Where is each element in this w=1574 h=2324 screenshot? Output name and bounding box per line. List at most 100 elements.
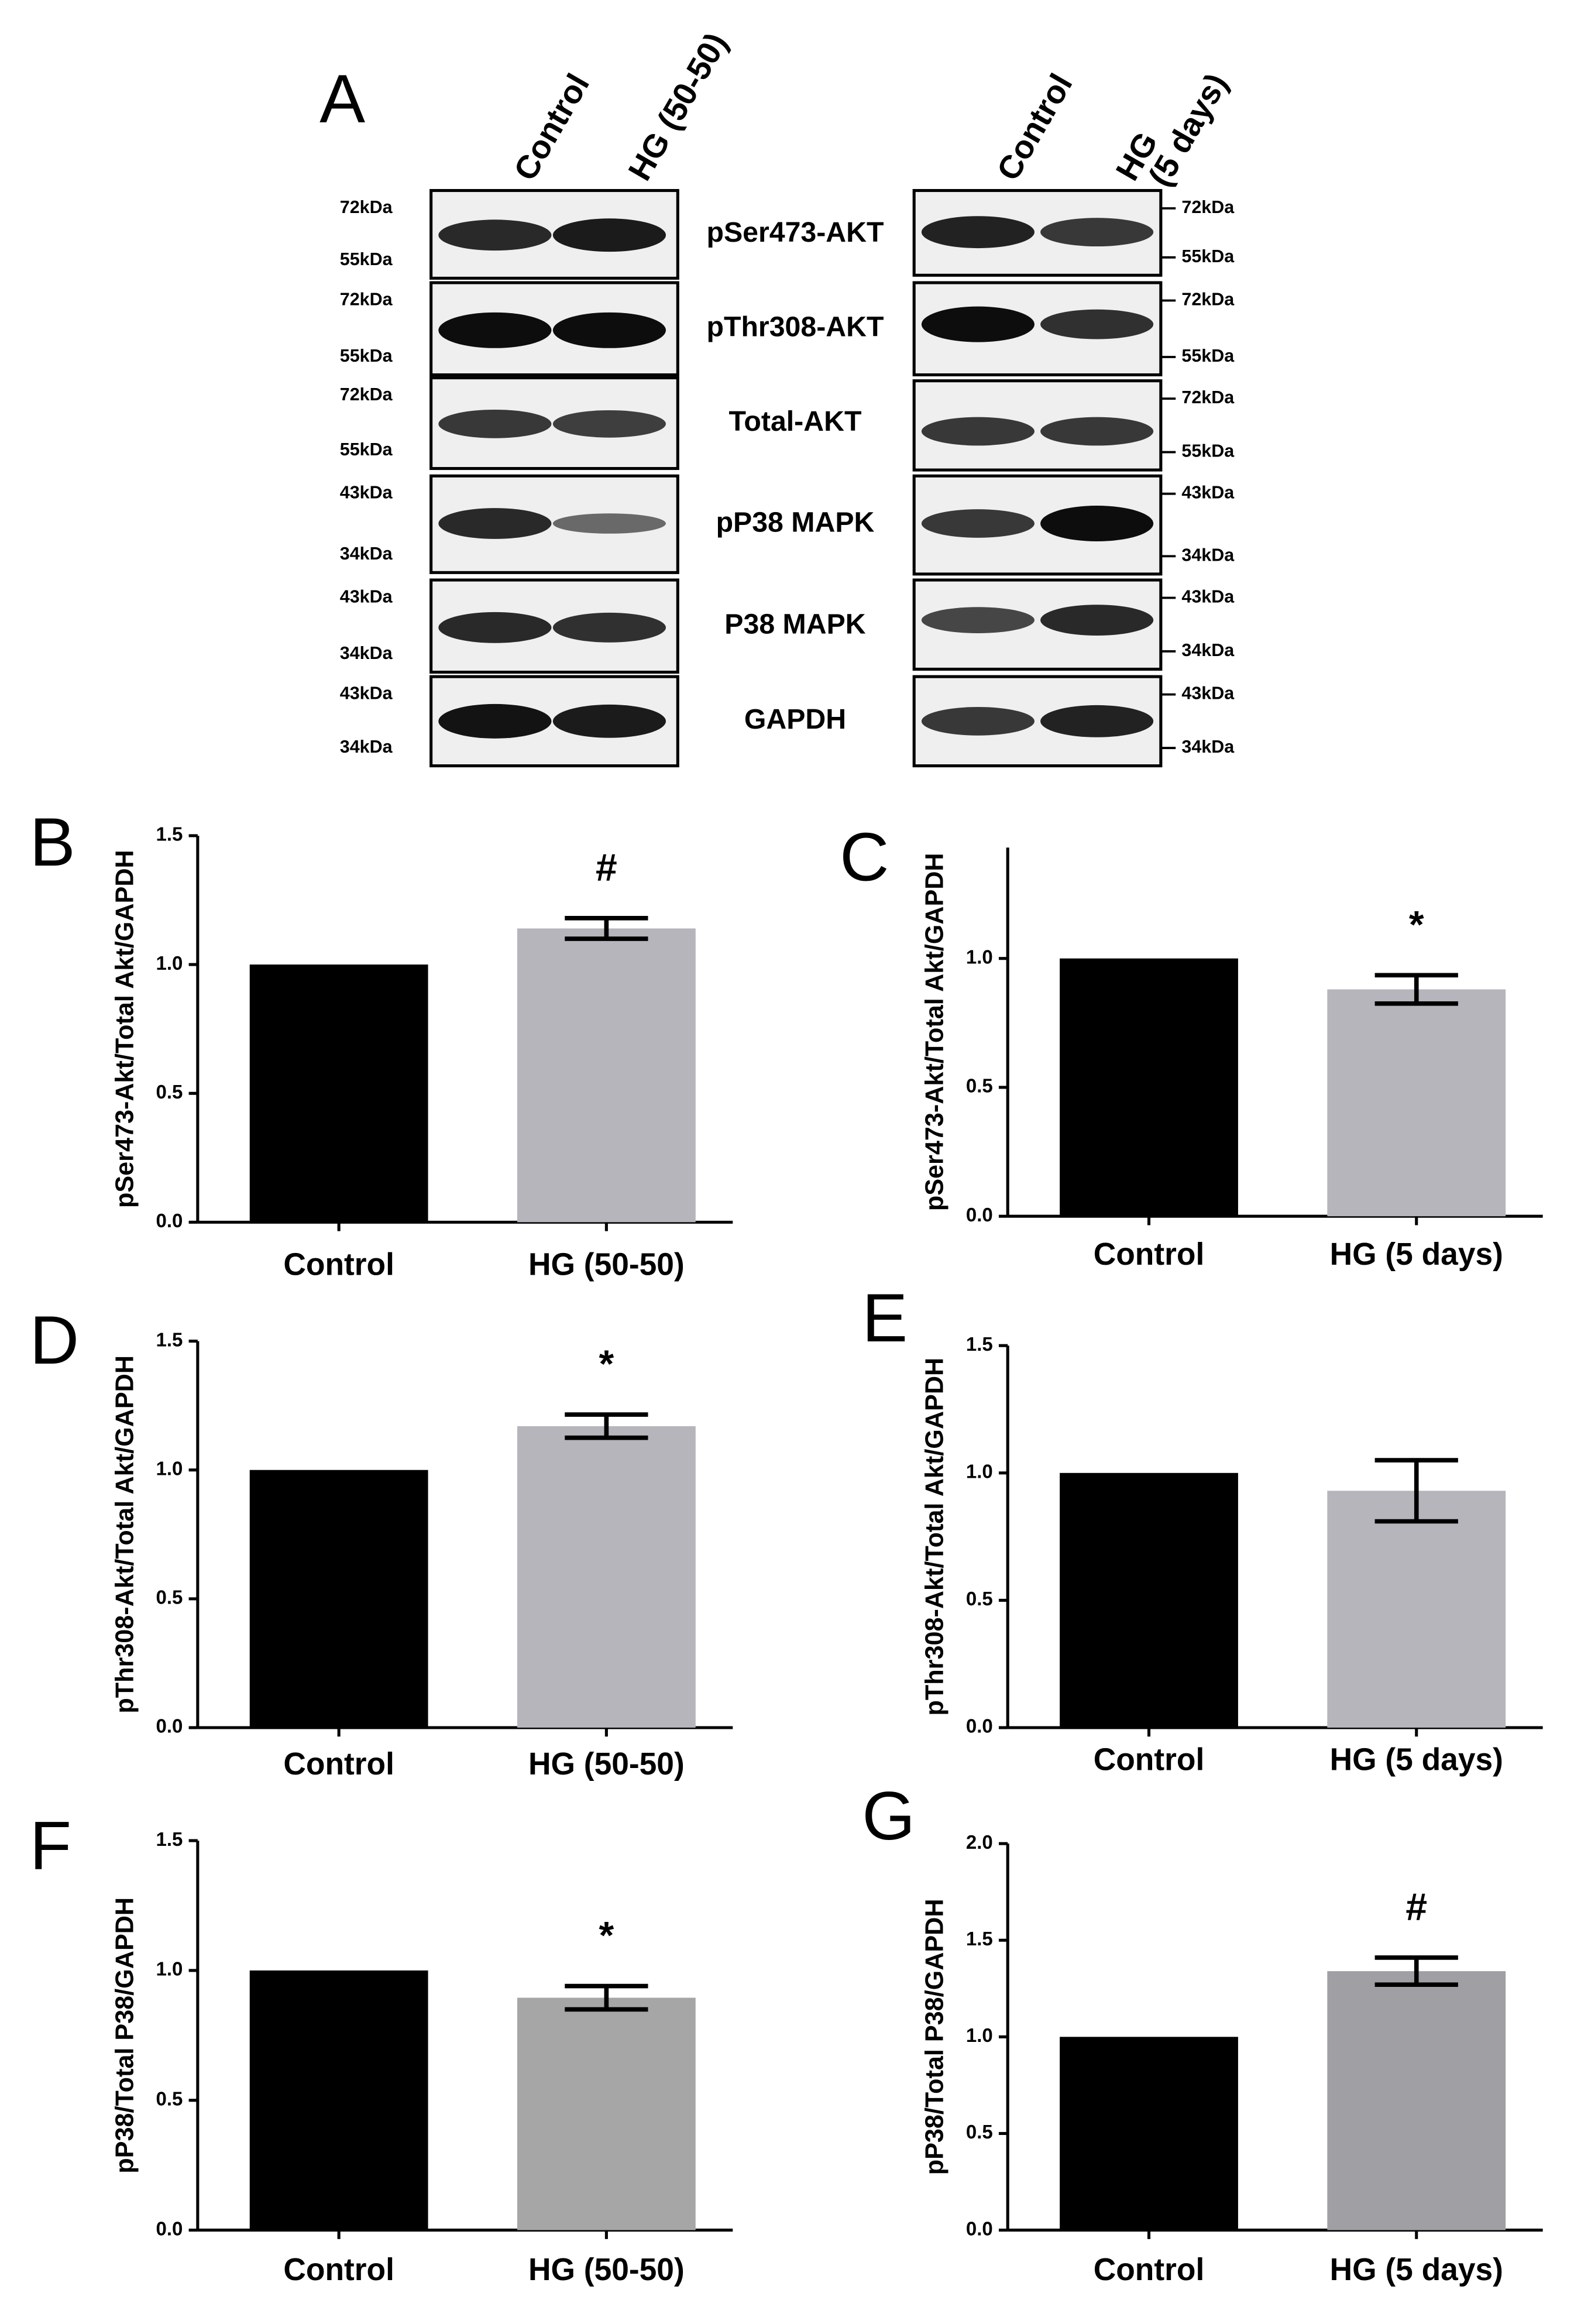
band — [438, 508, 552, 539]
protein-label: pP38 MAPK — [716, 507, 875, 538]
x-tick-label: HG (5 days) — [1330, 2253, 1503, 2287]
kda-marker: 34kDa — [340, 643, 393, 663]
panel-label: C — [840, 819, 889, 895]
bar — [517, 1997, 696, 2230]
y-tick-label: 1.0 — [156, 1457, 183, 1479]
y-axis-label: pP38/Total P38/GAPDH — [921, 1899, 949, 2175]
y-tick-label: 1.0 — [156, 1958, 183, 1980]
protein-label: pThr308-AKT — [707, 311, 884, 343]
bar — [1060, 1472, 1238, 1728]
y-tick-label: 0.5 — [156, 1587, 183, 1608]
band — [552, 218, 666, 252]
bar — [1060, 2037, 1238, 2230]
error-bar — [565, 916, 648, 941]
y-tick-label: 1.5 — [156, 823, 183, 845]
bar — [1327, 1491, 1506, 1728]
x-tick-label: Control — [1094, 1743, 1205, 1777]
y-tick-label: 2.0 — [966, 1831, 993, 1853]
x-tick-label: HG (50-50) — [528, 1248, 685, 1282]
kda-marker: 72kDa — [1181, 197, 1235, 217]
lane-label: (5 days) — [1141, 67, 1235, 192]
panel-label: G — [862, 1777, 915, 1854]
x-tick-label: Control — [283, 2253, 394, 2287]
kda-marker: 72kDa — [340, 197, 393, 217]
kda-marker: 72kDa — [340, 385, 393, 404]
protein-label: pSer473-AKT — [706, 217, 884, 248]
y-tick-label: 0.0 — [966, 1204, 993, 1225]
x-tick-label: HG (5 days) — [1330, 1743, 1503, 1777]
error-bar — [1374, 1955, 1458, 1987]
kda-marker: 55kDa — [340, 440, 393, 459]
y-tick-label: 0.5 — [966, 1075, 993, 1097]
y-axis-label: pThr308-Akt/Total Akt/GAPDH — [111, 1355, 139, 1714]
y-tick-label: 0.0 — [966, 1715, 993, 1737]
kda-marker: 55kDa — [1181, 246, 1235, 266]
band — [921, 706, 1035, 736]
band — [1040, 506, 1154, 541]
y-axis-label: pP38/Total P38/GAPDH — [111, 1897, 139, 2174]
bar — [1060, 958, 1238, 1217]
lane-label: Control — [989, 67, 1080, 187]
y-tick-label: 1.0 — [156, 952, 183, 974]
kda-marker: 72kDa — [340, 290, 393, 310]
kda-marker: 43kDa — [340, 483, 393, 503]
kda-marker: 34kDa — [1181, 737, 1235, 757]
significance-mark: # — [1405, 1885, 1427, 1928]
band — [921, 607, 1035, 633]
band — [438, 703, 552, 739]
band — [438, 612, 552, 643]
kda-marker: 43kDa — [1181, 483, 1235, 503]
y-axis-label: pSer473-Akt/Total Akt/GAPDH — [921, 853, 949, 1211]
band — [552, 312, 666, 348]
significance-mark: * — [599, 1342, 614, 1385]
kda-marker: 55kDa — [340, 346, 393, 366]
protein-label: GAPDH — [744, 703, 846, 735]
lane-label: HG (50-50) — [621, 26, 734, 187]
y-tick-label: 0.0 — [966, 2217, 993, 2239]
kda-marker: 43kDa — [1181, 684, 1235, 703]
y-tick-label: 1.5 — [156, 1828, 183, 1850]
lane-label: Control — [506, 67, 596, 187]
kda-marker: 55kDa — [1181, 441, 1235, 461]
kda-marker: 55kDa — [340, 249, 393, 269]
y-tick-label: 1.5 — [966, 1333, 993, 1355]
y-tick-label: 0.0 — [156, 2217, 183, 2239]
x-tick-label: HG (50-50) — [528, 2253, 685, 2287]
band — [438, 409, 552, 438]
significance-mark: * — [1409, 902, 1424, 946]
band — [921, 417, 1035, 446]
band — [921, 216, 1035, 249]
kda-marker: 72kDa — [1181, 387, 1235, 407]
y-tick-label: 1.0 — [966, 946, 993, 967]
error-bar — [1374, 1458, 1458, 1524]
y-tick-label: 0.5 — [156, 2088, 183, 2109]
band — [1040, 218, 1154, 247]
kda-marker: 34kDa — [1181, 545, 1235, 565]
kda-marker: 72kDa — [1181, 290, 1235, 310]
band — [552, 410, 666, 438]
band — [1040, 705, 1154, 737]
significance-mark: # — [596, 846, 617, 889]
bar — [517, 1426, 696, 1728]
band — [1040, 309, 1154, 339]
kda-marker: 34kDa — [340, 544, 393, 564]
protein-label: Total-AKT — [729, 406, 862, 437]
x-tick-label: Control — [1094, 1237, 1205, 1272]
y-axis-label: pSer473-Akt/Total Akt/GAPDH — [111, 850, 139, 1208]
panel-label: B — [30, 804, 75, 880]
kda-marker: 43kDa — [340, 587, 393, 607]
x-tick-label: HG (5 days) — [1330, 1237, 1503, 1272]
kda-marker: 43kDa — [340, 684, 393, 703]
bar — [249, 964, 428, 1223]
bar — [1327, 989, 1506, 1217]
y-tick-label: 0.0 — [156, 1715, 183, 1737]
y-tick-label: 0.5 — [966, 2121, 993, 2143]
band — [438, 312, 552, 348]
kda-marker: 43kDa — [1181, 587, 1235, 607]
y-tick-label: 1.0 — [966, 2024, 993, 2046]
kda-marker: 34kDa — [340, 737, 393, 757]
panel-label: E — [862, 1279, 908, 1356]
x-tick-label: Control — [283, 1747, 394, 1781]
y-tick-label: 0.5 — [966, 1588, 993, 1609]
